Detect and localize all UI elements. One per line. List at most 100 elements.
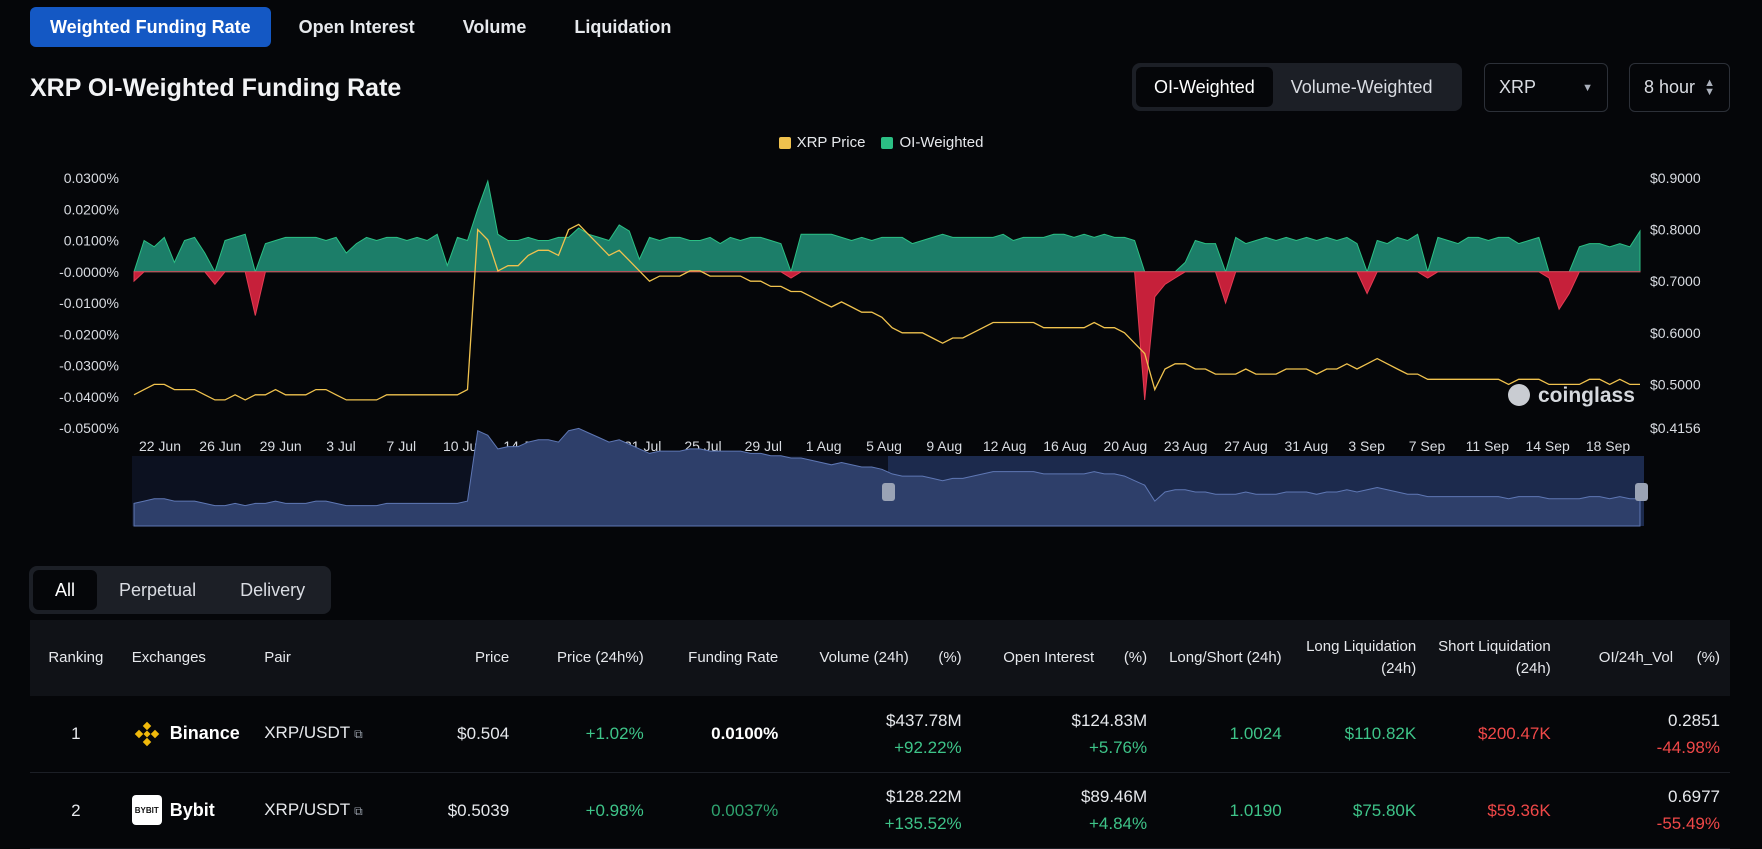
range-navigator[interactable] xyxy=(132,427,1648,527)
x-tick-label: 14 Sep xyxy=(1525,438,1570,454)
legend-label-price: XRP Price xyxy=(796,134,866,151)
right-tick-label: $0.6000 xyxy=(1650,325,1701,341)
x-tick-label: 10 Jul xyxy=(443,438,480,454)
th-open-interest[interactable]: Open Interest xyxy=(1003,649,1095,666)
th-short-liquidation[interactable]: Short Liquidation (24h) xyxy=(1438,638,1551,677)
weighting-toggle: OI-Weighted Volume-Weighted xyxy=(1132,63,1462,111)
cell-price-change: +1.02% xyxy=(585,724,644,744)
pair-text: XRP/USDT xyxy=(264,723,351,743)
x-tick-label: 23 Aug xyxy=(1164,438,1208,454)
external-link-icon[interactable]: ⧉ xyxy=(354,727,363,742)
table-row[interactable]: 2 BYBIT Bybit XRP/USDT ⧉ $0.5039 +0.98% 0… xyxy=(30,772,1730,848)
x-tick-label: 1 Aug xyxy=(806,438,842,454)
tab-weighted-funding-rate[interactable]: Weighted Funding Rate xyxy=(30,7,271,47)
contract-filter: All Perpetual Delivery xyxy=(29,566,332,614)
th-funding-rate[interactable]: Funding Rate xyxy=(688,649,779,666)
pair-text: XRP/USDT xyxy=(264,799,351,819)
price-line xyxy=(133,223,1640,401)
cell-long-short: 1.0190 xyxy=(1229,800,1282,820)
th-oi-pct[interactable]: (%) xyxy=(1123,649,1148,666)
x-tick-label: 5 Aug xyxy=(866,438,902,454)
navigator-left-handle[interactable] xyxy=(882,483,895,501)
left-tick-label: -0.0000% xyxy=(59,264,119,280)
cell-exchange[interactable]: BYBIT Bybit xyxy=(122,772,254,848)
x-tick-label: 11 Sep xyxy=(1466,438,1510,454)
cell-exchange[interactable]: Binance xyxy=(122,696,254,772)
cell-pair[interactable]: XRP/USDT ⧉ xyxy=(254,696,376,772)
interval-select-value: 8 hour xyxy=(1644,77,1696,97)
right-tick-label: $0.8000 xyxy=(1650,222,1701,238)
volume-change: +92.22% xyxy=(894,737,962,757)
oi-value: $124.83M xyxy=(1071,710,1148,730)
left-tick-label: 0.0100% xyxy=(64,233,119,249)
navigator-preview xyxy=(133,427,1641,527)
filter-delivery[interactable]: Delivery xyxy=(240,579,306,600)
cell-long-liquidation: $75.80K xyxy=(1352,800,1417,820)
oi-value: $89.46M xyxy=(1080,787,1148,806)
tab-open-interest[interactable]: Open Interest xyxy=(298,16,415,37)
th-oi-vol-pct[interactable]: (%) xyxy=(1696,649,1720,666)
filter-perpetual[interactable]: Perpetual xyxy=(119,579,197,600)
th-oi-vol[interactable]: OI/24h_Vol xyxy=(1598,649,1674,666)
cell-rank: 2 xyxy=(71,800,81,820)
oi-vol-change: -55.49% xyxy=(1656,814,1720,833)
right-tick-label: $0.7000 xyxy=(1650,273,1701,289)
page-title: XRP OI-Weighted Funding Rate xyxy=(30,74,402,102)
cell-rank: 1 xyxy=(71,724,81,744)
metric-tabs: Weighted Funding Rate Open Interest Volu… xyxy=(30,7,691,47)
th-volume-pct[interactable]: (%) xyxy=(938,649,962,666)
cell-price: $0.504 xyxy=(457,724,510,744)
cell-pair[interactable]: XRP/USDT ⧉ xyxy=(254,772,376,848)
cell-short-liquidation: $59.36K xyxy=(1487,800,1551,820)
th-price[interactable]: Price xyxy=(474,649,510,666)
binance-logo-icon xyxy=(132,719,162,749)
th-pair[interactable]: Pair xyxy=(264,649,291,666)
x-tick-label: 29 Jun xyxy=(260,438,302,454)
navigator-right-handle[interactable] xyxy=(1635,483,1648,501)
coin-select[interactable]: XRP ▼ xyxy=(1484,63,1608,112)
sort-arrows-icon: ▲ ▼ xyxy=(1704,76,1715,98)
th-long-liquidation[interactable]: Long Liquidation (24h) xyxy=(1306,638,1417,677)
legend-item-price[interactable]: XRP Price xyxy=(778,134,866,151)
x-tick-label: 12 Aug xyxy=(983,438,1027,454)
tab-liquidation[interactable]: Liquidation xyxy=(574,16,672,37)
coinglass-logo-icon xyxy=(1508,384,1530,406)
filter-all[interactable]: All xyxy=(33,570,98,610)
x-tick-label: 9 Aug xyxy=(926,438,962,454)
x-tick-label: 20 Aug xyxy=(1104,438,1148,454)
volume-change: +135.52% xyxy=(884,814,962,833)
th-ranking[interactable]: Ranking xyxy=(48,649,104,666)
left-tick-label: -0.0500% xyxy=(59,420,119,436)
x-tick-label: 7 Jul xyxy=(387,438,417,454)
th-long-short[interactable]: Long/Short (24h) xyxy=(1169,649,1282,666)
oi-weighted-option[interactable]: OI-Weighted xyxy=(1136,67,1273,107)
x-tick-label: 31 Aug xyxy=(1285,438,1329,454)
exchange-table: Ranking Exchanges Pair Price Price (24h%… xyxy=(30,620,1730,849)
cell-open-interest: $124.83M +5.76% xyxy=(972,696,1157,772)
cell-funding-rate: 0.0037% xyxy=(711,800,779,820)
external-link-icon[interactable]: ⧉ xyxy=(354,803,363,818)
table-row[interactable]: 1 Binance XRP/USDT ⧉ $0.504 +1.02% 0.0100… xyxy=(30,696,1730,772)
tab-volume[interactable]: Volume xyxy=(462,16,527,37)
oi-weighted-series xyxy=(133,179,1641,400)
left-tick-label: -0.0200% xyxy=(59,326,119,342)
th-price-change[interactable]: Price (24h%) xyxy=(557,649,644,666)
cell-long-short: 1.0024 xyxy=(1229,724,1282,744)
left-tick-label: -0.0300% xyxy=(59,358,119,374)
th-exchanges[interactable]: Exchanges xyxy=(131,649,206,666)
x-tick-label: 22 Jun xyxy=(139,438,181,454)
volume-weighted-option[interactable]: Volume-Weighted xyxy=(1290,76,1433,97)
cell-price-change: +0.98% xyxy=(585,800,644,820)
cell-volume: $437.78M +92.22% xyxy=(788,696,971,772)
x-tick-label: 16 Aug xyxy=(1043,438,1087,454)
funding-rate-chart: 0.0300% 0.0200% 0.0100% -0.0000% -0.0100% -0.… xyxy=(59,170,1701,527)
cell-short-liquidation: $200.47K xyxy=(1477,724,1551,744)
coin-select-value: XRP xyxy=(1499,77,1537,97)
positive-funding-area xyxy=(133,179,1641,274)
interval-select[interactable]: 8 hour ▲ ▼ xyxy=(1629,63,1730,112)
legend-item-oi-weighted[interactable]: OI-Weighted xyxy=(881,134,983,151)
x-tick-label: 26 Jun xyxy=(199,438,241,454)
left-axis-ticks: 0.0300% 0.0200% 0.0100% -0.0000% -0.0100% -0.… xyxy=(59,170,119,436)
th-volume[interactable]: Volume (24h) xyxy=(819,649,909,666)
